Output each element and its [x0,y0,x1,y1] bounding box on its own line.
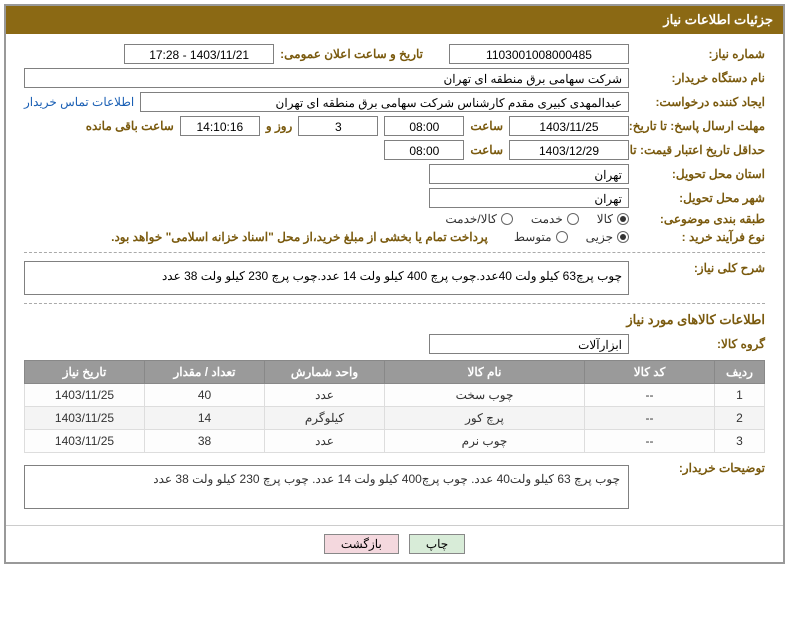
clock-field: 14:10:16 [180,116,260,136]
table-row: 3--چوب نرمعدد381403/11/25 [25,430,765,453]
need-no-label: شماره نیاز: [635,47,765,61]
radio-label: کالا [597,212,613,226]
buyer-org-label: نام دستگاه خریدار: [635,71,765,85]
table-row: 2--پرچ کورکیلوگرم141403/11/25 [25,407,765,430]
table-cell: 14 [145,407,265,430]
subject-radio-option[interactable]: کالا [597,212,629,226]
province-field: تهران [429,164,629,184]
items-th: تاریخ نیاز [25,361,145,384]
table-cell: چوب سخت [385,384,585,407]
days-field: 3 [298,116,378,136]
table-cell: چوب نرم [385,430,585,453]
reply-date-field: 1403/11/25 [509,116,629,136]
payment-note: پرداخت تمام یا بخشی از مبلغ خرید،از محل … [111,230,488,244]
buyer-org-field: شرکت سهامی برق منطقه ای تهران [24,68,629,88]
radio-dot-icon [567,213,579,225]
print-button[interactable]: چاپ [409,534,465,554]
footer: چاپ بازگشت [6,525,783,562]
divider-2 [24,303,765,304]
contact-link[interactable]: اطلاعات تماس خریدار [24,95,134,109]
remaining-label: ساعت باقی مانده [86,119,174,133]
reply-hour-field: 08:00 [384,116,464,136]
table-cell: 1 [715,384,765,407]
price-date-field: 1403/12/29 [509,140,629,160]
subject-class-label: طبقه بندی موضوعی: [635,212,765,226]
table-cell: -- [585,384,715,407]
goods-group-field: ابزارآلات [429,334,629,354]
table-cell: 40 [145,384,265,407]
radio-dot-icon [617,213,629,225]
requester-field: عبدالمهدی کبیری مقدم کارشناس شرکت سهامی … [140,92,629,112]
goods-info-title: اطلاعات کالاهای مورد نیاز [24,312,765,328]
items-th: نام کالا [385,361,585,384]
price-hour-field: 08:00 [384,140,464,160]
buyer-notes-label: توضیحات خریدار: [635,461,765,475]
radio-label: متوسط [514,230,552,244]
purchase-radio-option[interactable]: متوسط [514,230,568,244]
purchase-type-label: نوع فرآیند خرید : [635,230,765,244]
requester-label: ایجاد کننده درخواست: [635,95,765,109]
radio-dot-icon [617,231,629,243]
subject-radio-group: کالا خدمت کالا/خدمت [445,212,629,226]
table-cell: پرچ کور [385,407,585,430]
table-cell: 1403/11/25 [25,384,145,407]
table-cell: 1403/11/25 [25,407,145,430]
table-cell: 38 [145,430,265,453]
table-cell: 3 [715,430,765,453]
hour-label-1: ساعت [470,119,503,133]
items-th: کد کالا [585,361,715,384]
items-table: ردیفکد کالانام کالاواحد شمارشتعداد / مقد… [24,360,765,453]
items-th: تعداد / مقدار [145,361,265,384]
need-no-field: 1103001008000485 [449,44,629,64]
table-cell: 1403/11/25 [25,430,145,453]
table-cell: -- [585,430,715,453]
purchase-radio-group: جزیی متوسط [514,230,629,244]
table-cell: 2 [715,407,765,430]
table-cell: -- [585,407,715,430]
table-cell: کیلوگرم [265,407,385,430]
items-table-body: 1--چوب سختعدد401403/11/252--پرچ کورکیلوگ… [25,384,765,453]
radio-label: کالا/خدمت [445,212,496,226]
divider-1 [24,252,765,253]
city-label: شهر محل تحویل: [635,191,765,205]
province-label: استان محل تحویل: [635,167,765,181]
items-th: ردیف [715,361,765,384]
table-cell: عدد [265,430,385,453]
announce-dt-label: تاریخ و ساعت اعلان عمومی: [280,47,423,61]
panel-title: جزئیات اطلاعات نیاز [6,6,783,34]
items-table-head: ردیفکد کالانام کالاواحد شمارشتعداد / مقد… [25,361,765,384]
back-button[interactable]: بازگشت [324,534,399,554]
table-cell: عدد [265,384,385,407]
subject-radio-option[interactable]: کالا/خدمت [445,212,512,226]
goods-group-label: گروه کالا: [635,337,765,351]
announce-dt-field: 1403/11/21 - 17:28 [124,44,274,64]
days-and-label: روز و [266,119,293,133]
subject-radio-option[interactable]: خدمت [531,212,579,226]
need-summary-field: چوب پرچ63 کیلو ولت 40عدد.چوب پرچ 400 کیل… [24,261,629,295]
price-validity-label: حداقل تاریخ اعتبار قیمت: تا تاریخ: [635,143,765,157]
purchase-radio-option[interactable]: جزیی [586,230,629,244]
radio-dot-icon [501,213,513,225]
city-field: تهران [429,188,629,208]
table-row: 1--چوب سختعدد401403/11/25 [25,384,765,407]
need-summary-label: شرح کلی نیاز: [635,261,765,275]
reply-deadline-label: مهلت ارسال پاسخ: تا تاریخ: [635,119,765,133]
items-th: واحد شمارش [265,361,385,384]
radio-label: خدمت [531,212,563,226]
hour-label-2: ساعت [470,143,503,157]
radio-dot-icon [556,231,568,243]
radio-label: جزیی [586,230,613,244]
buyer-notes-field: چوب پرچ 63 کیلو ولت40 عدد. چوب پرچ400 کی… [24,465,629,509]
details-panel: جزئیات اطلاعات نیاز شماره نیاز: 11030010… [4,4,785,564]
